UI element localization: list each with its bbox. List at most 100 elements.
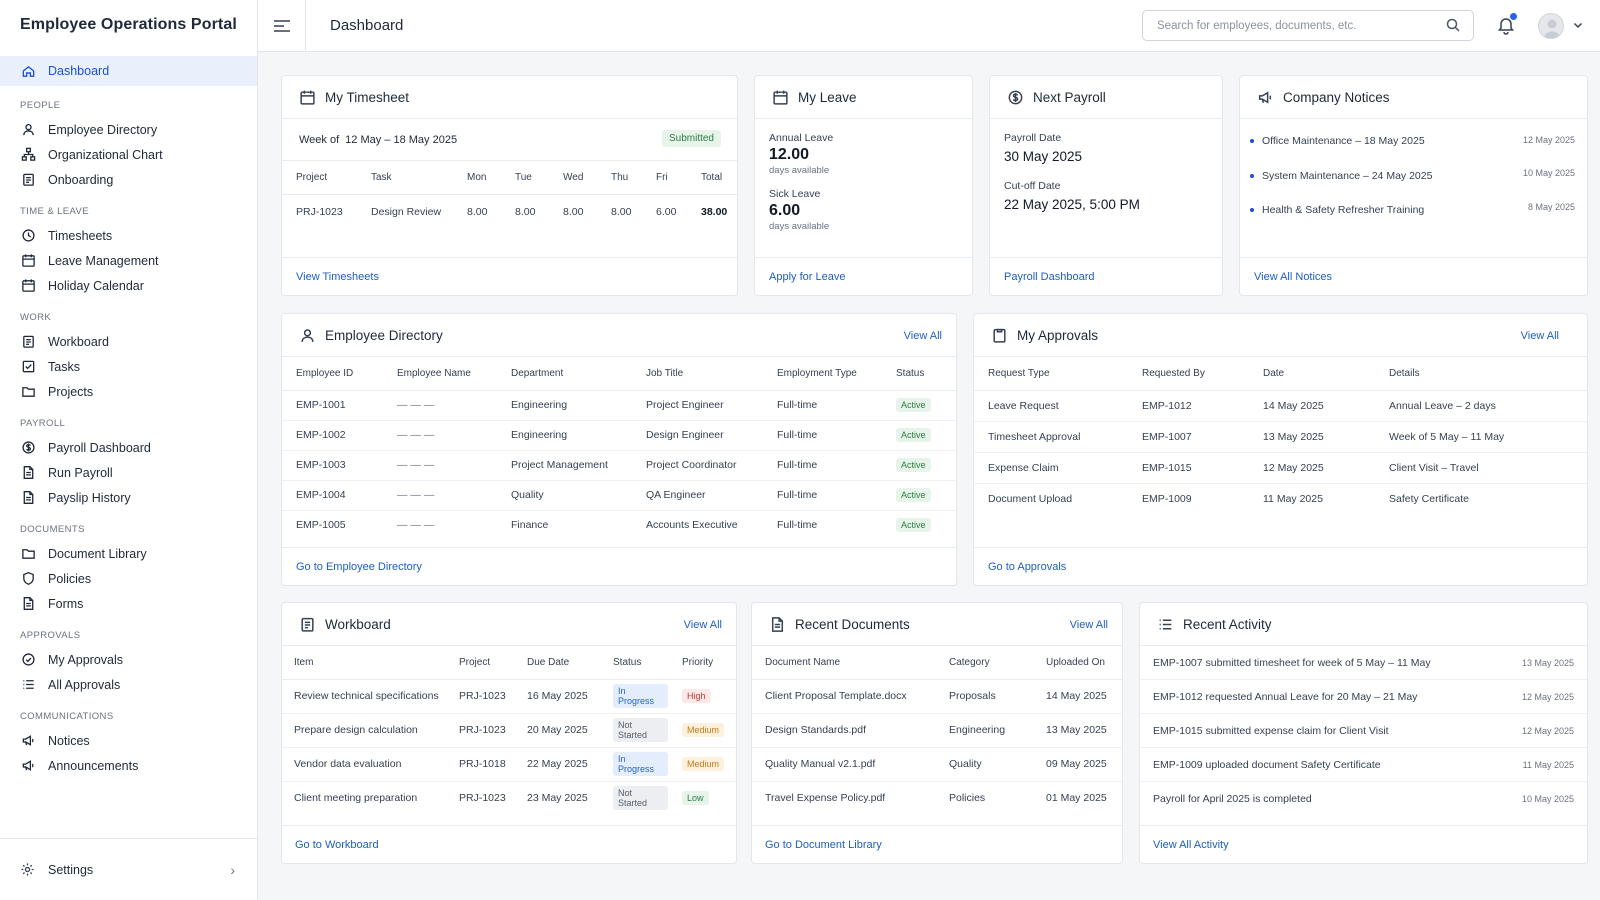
sick-leave-sub: days available	[769, 221, 830, 232]
sidebar-item-timesheets[interactable]: Timesheets	[0, 223, 257, 248]
cell: Engineering	[497, 390, 632, 421]
view-all-link[interactable]: View All	[683, 619, 722, 631]
table-row[interactable]: PRJ-1023 Design Review 8.00 8.00 8.00 8.…	[282, 194, 737, 230]
sidebar-item-employee-directory[interactable]: Employee Directory	[0, 117, 257, 142]
sidebar-section-time-leave: TIME & LEAVE	[20, 206, 90, 217]
cell: 6.00	[656, 206, 677, 219]
user-icon	[298, 326, 316, 344]
table-row[interactable]: EMP-1001— — — Engineering Project Engineer…	[282, 390, 956, 421]
view-all-link[interactable]: View All	[1069, 619, 1108, 631]
table-row[interactable]: Timesheet Approval EMP-1007 13 May 2025 Wee…	[974, 421, 1587, 453]
cell: — — —	[383, 420, 497, 451]
cutoff-date-value: 22 May 2025, 5:00 PM	[1004, 197, 1140, 212]
column-header: Mon	[453, 161, 501, 195]
table-row[interactable]: Prepare design calculation PRJ-1023 20 May…	[282, 713, 736, 748]
cell: 01 May 2025	[1046, 792, 1107, 805]
cell: 8.00	[563, 206, 584, 219]
table-row[interactable]: EMP-1002— — — Engineering Design Engineer F…	[282, 420, 956, 451]
sidebar-item-run-payroll[interactable]: Run Payroll	[0, 460, 257, 485]
notice-item[interactable]: Health & Safety Refresher Training	[1250, 204, 1424, 216]
column-header: Tue	[501, 161, 549, 195]
cell: — — —	[397, 519, 435, 532]
sidebar-item-label: Run Payroll	[48, 465, 113, 480]
sidebar-item-onboarding[interactable]: Onboarding	[0, 167, 257, 192]
card-title: Workboard	[325, 616, 391, 632]
column-header: Employee Name	[383, 357, 497, 391]
bell-icon[interactable]	[1496, 15, 1516, 35]
week-range: 12 May – 18 May 2025	[345, 133, 458, 146]
go-to-document-library-link[interactable]: Go to Document Library	[752, 825, 1122, 863]
payroll-dashboard-link[interactable]: Payroll Dashboard	[990, 257, 1222, 295]
payroll-date-label: Payroll Date	[1004, 132, 1062, 144]
list-item[interactable]: Payroll for April 2025 is completed 10 Ma…	[1140, 782, 1587, 816]
list-item[interactable]: EMP-1012 requested Annual Leave for 20 M…	[1140, 680, 1587, 714]
sidebar-item-forms[interactable]: Forms	[0, 591, 257, 616]
table-row[interactable]: Vendor data evaluation PRJ-1018 22 May 202…	[282, 747, 736, 782]
table-row[interactable]: EMP-1004— — — Quality QA Engineer Full-time…	[282, 480, 956, 511]
table-row[interactable]: Leave Request EMP-1012 14 May 2025 Annual L…	[974, 390, 1587, 422]
settings-button[interactable]: Settings ›	[0, 838, 257, 900]
sidebar-item-payroll-dashboard[interactable]: Payroll Dashboard	[0, 435, 257, 460]
avatar[interactable]	[1538, 13, 1564, 39]
table-row[interactable]: Expense Claim EMP-1015 12 May 2025 Client V…	[974, 452, 1587, 484]
chevron-down-icon[interactable]	[1572, 19, 1584, 31]
go-to-approvals-link[interactable]: Go to Approvals	[974, 547, 1587, 585]
view-all-activity-link[interactable]: View All Activity	[1140, 825, 1587, 863]
sidebar-item-notices[interactable]: Notices	[0, 728, 257, 753]
go-to-employee-directory-link[interactable]: Go to Employee Directory	[282, 547, 956, 585]
documents-table: Document Name Category Uploaded On Clien…	[752, 646, 1122, 815]
status-badge: Active	[896, 488, 931, 502]
sidebar-item-label: Leave Management	[48, 253, 159, 268]
list-item[interactable]: EMP-1007 submitted timesheet for week of…	[1140, 646, 1587, 680]
notice-item[interactable]: System Maintenance – 24 May 2025	[1250, 170, 1432, 182]
table-row[interactable]: Client meeting preparation PRJ-1023 23 May…	[282, 781, 736, 815]
table-row[interactable]: EMP-1005 — — — Finance Accounts Executive Fu…	[282, 510, 956, 540]
view-all-notices-link[interactable]: View All Notices	[1240, 257, 1587, 295]
sidebar-item-announcements[interactable]: Announcements	[0, 753, 257, 778]
payroll-card: Next Payroll Payroll Date 30 May 2025 Cu…	[989, 75, 1223, 296]
list-item[interactable]: EMP-1015 submitted expense claim for Cli…	[1140, 714, 1587, 748]
sidebar-item-dashboard[interactable]: Dashboard	[0, 56, 257, 86]
sidebar-item-tasks[interactable]: Tasks	[0, 354, 257, 379]
view-all-link[interactable]: View All	[1520, 330, 1559, 342]
cell: Safety Certificate	[1389, 492, 1469, 505]
notice-item[interactable]: Office Maintenance – 18 May 2025	[1250, 135, 1425, 147]
sidebar-item-projects[interactable]: Projects	[0, 379, 257, 404]
table-row[interactable]: Client Proposal Template.docx Proposals 14…	[752, 679, 1122, 714]
go-to-workboard-link[interactable]: Go to Workboard	[282, 825, 736, 863]
sidebar-item-label: Payroll Dashboard	[48, 440, 151, 455]
priority-badge: Medium	[682, 723, 725, 737]
table-row[interactable]: Travel Expense Policy.pdf Policies 01 May …	[752, 781, 1122, 815]
week-row: Week of 12 May – 18 May 2025 Submitted	[282, 119, 737, 161]
search-input[interactable]	[1142, 10, 1474, 41]
column-header: Due Date	[513, 646, 599, 680]
sidebar-item-all-approvals[interactable]: All Approvals	[0, 672, 257, 697]
sidebar-item-document-library[interactable]: Document Library	[0, 541, 257, 566]
table-row[interactable]: EMP-1003— — — Project Management Project C…	[282, 450, 956, 481]
card-title: My Approvals	[1017, 327, 1099, 343]
sidebar-item-payslip-history[interactable]: Payslip History	[0, 485, 257, 510]
view-timesheets-link[interactable]: View Timesheets	[282, 257, 737, 295]
column-header: Fri	[642, 161, 687, 195]
sidebar-item-workboard[interactable]: Workboard	[0, 329, 257, 354]
sidebar-item-my-approvals[interactable]: My Approvals	[0, 647, 257, 672]
megaphone-icon	[20, 758, 36, 774]
table-row[interactable]: Document Upload EMP-1009 11 May 2025 Safety…	[974, 483, 1587, 514]
activity-text: EMP-1012 requested Annual Leave for 20 M…	[1153, 690, 1418, 703]
sidebar-section-approvals: APPROVALS	[20, 630, 81, 641]
cell: Document Upload	[988, 492, 1073, 505]
table-row[interactable]: Design Standards.pdf Engineering 13 May 20…	[752, 713, 1122, 748]
table-row[interactable]: Review technical specifications PRJ-1023 1…	[282, 679, 736, 714]
view-all-link[interactable]: View All	[903, 330, 942, 342]
sidebar-item-holiday-calendar[interactable]: Holiday Calendar	[0, 273, 257, 298]
sidebar-item-org-chart[interactable]: Organizational Chart	[0, 142, 257, 167]
sidebar-item-leave-management[interactable]: Leave Management	[0, 248, 257, 273]
menu-toggle-button[interactable]	[258, 0, 306, 51]
cell: EMP-1003	[282, 450, 383, 481]
sidebar-section-communications: COMMUNICATIONS	[20, 711, 114, 722]
sidebar-item-policies[interactable]: Policies	[0, 566, 257, 591]
table-row[interactable]: Quality Manual v2.1.pdf Quality 09 May 202…	[752, 747, 1122, 782]
apply-leave-link[interactable]: Apply for Leave	[755, 257, 972, 295]
search-icon[interactable]	[1446, 18, 1460, 32]
list-item[interactable]: EMP-1009 uploaded document Safety Certif…	[1140, 748, 1587, 782]
